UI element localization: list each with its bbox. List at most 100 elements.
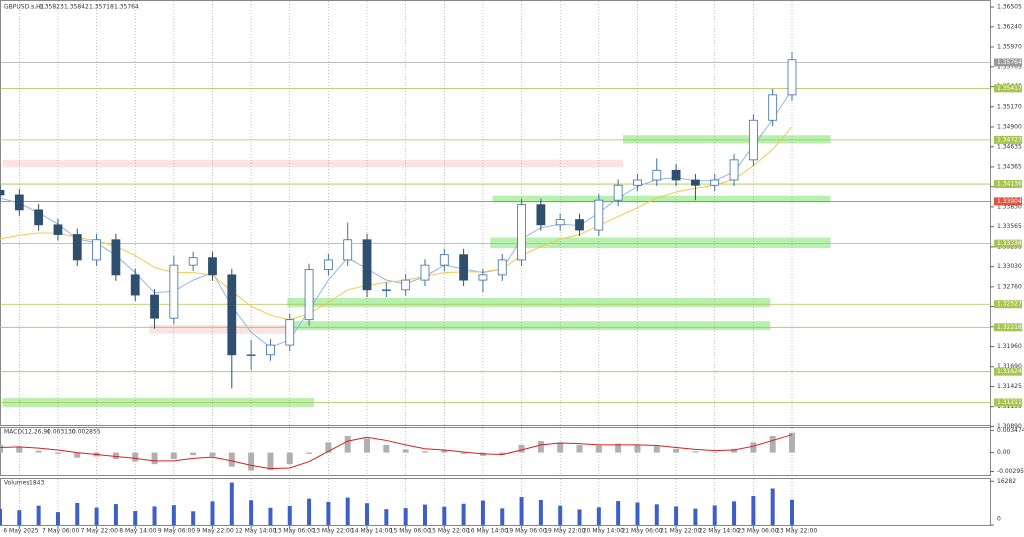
zone (622, 135, 831, 144)
x-tick-label: 15 May 22:00 (428, 528, 469, 535)
candle-body (381, 289, 391, 292)
candle-body (575, 219, 584, 231)
macd-bar (518, 444, 525, 453)
candle-body (227, 274, 237, 356)
candle-body (246, 354, 256, 356)
candle-body (439, 254, 449, 266)
macd-bar (344, 435, 351, 453)
volume-bar (770, 488, 775, 525)
y-tick-label: 1.34900 (997, 123, 1022, 130)
volume-bar (345, 497, 350, 525)
volume-bar (268, 507, 273, 525)
x-tick-label: 9 May 22:00 (196, 528, 234, 535)
candle-body (787, 59, 797, 96)
macd-bar (402, 449, 409, 453)
macd-bar (16, 447, 23, 453)
volume-bar (75, 502, 80, 525)
level-label-box (994, 239, 1022, 248)
candle-body (150, 294, 159, 319)
level-label: 1.34136 (997, 181, 1022, 188)
candle-body (53, 224, 63, 235)
macd-bar (209, 452, 216, 457)
x-tick-label: 15 May 06:00 (390, 528, 431, 535)
candle-body (92, 239, 101, 261)
volume-bar (249, 500, 254, 525)
level-label: 1.32218 (997, 324, 1022, 331)
candle-body (0, 190, 5, 196)
candle-body (594, 199, 604, 231)
y-tick-label: 1.35705 (997, 63, 1022, 70)
level-label: 1.33338 (997, 240, 1022, 247)
macd-bar (151, 452, 158, 465)
zone (287, 298, 771, 307)
volume-bar (635, 502, 640, 525)
candle-body (478, 274, 488, 281)
level-label: 1.32527 (997, 301, 1022, 308)
level-label: 1.35417 (997, 85, 1022, 92)
y-tick-label: 1.36240 (997, 23, 1022, 30)
symbol-title: GBPUSD.s,H1 (4, 4, 45, 11)
macd-y-tick-label: -0.002953 (997, 468, 1024, 475)
volume-bar (751, 495, 756, 525)
candle-body (362, 239, 372, 291)
x-tick-label: 9 May 06:00 (158, 528, 196, 535)
candle-body (285, 319, 295, 346)
volume-bar (422, 504, 427, 525)
volume-bar (94, 507, 99, 525)
level-label-box (994, 367, 1022, 376)
volume-panel-frame (0, 478, 991, 526)
candle-body (691, 179, 700, 186)
candle-body (72, 234, 82, 261)
y-tick-label: 1.30890 (997, 423, 1022, 430)
last-close: 1.35764 (114, 4, 139, 11)
candle-body (555, 219, 565, 226)
macd-readout: 0.003130 (47, 429, 76, 436)
level-label: 1.31211 (997, 399, 1022, 406)
macd-bar (170, 452, 177, 459)
volume-bar (307, 498, 312, 525)
macd-bar (306, 452, 313, 454)
volume-bar (287, 505, 292, 525)
candle-body (111, 239, 121, 276)
level-label-box (994, 300, 1022, 309)
volume-bar (17, 510, 22, 525)
volume-bar (403, 508, 408, 525)
volume-title: Volumes (4, 480, 29, 487)
macd-bar (750, 442, 757, 453)
zone (289, 321, 771, 331)
volume-bar (191, 511, 196, 525)
level-label-box (994, 135, 1022, 144)
candle-body (613, 184, 623, 201)
macd-bar (731, 448, 738, 453)
volume-bar (365, 503, 370, 525)
volume-bar (732, 501, 737, 525)
macd-bar (441, 450, 448, 453)
x-tick-label: 12 May 14:00 (235, 528, 276, 535)
y-tick-label: 1.34365 (997, 163, 1022, 170)
current-price-box (994, 58, 1022, 67)
y-tick-label: 1.33830 (997, 203, 1022, 210)
zone (490, 237, 831, 248)
last-low: 1.35718 (89, 4, 114, 11)
zone (2, 159, 623, 168)
volume-bar (480, 500, 485, 525)
x-tick-label: 14 May 14:00 (351, 528, 392, 535)
moving-average (0, 126, 793, 321)
zone (492, 195, 831, 203)
macd-bar (267, 452, 274, 470)
macd-readout: 0.002855 (72, 429, 101, 436)
macd-bar (132, 452, 139, 462)
volume-bar (210, 501, 215, 525)
macd-bar (74, 452, 81, 458)
volume-bar (36, 505, 41, 525)
zone (149, 324, 290, 334)
y-tick-label: 1.35170 (997, 103, 1022, 110)
macd-bar (673, 448, 680, 453)
last-open: 1.35823 (39, 4, 64, 11)
candle-body (497, 259, 507, 276)
y-tick-label: 1.35970 (997, 44, 1022, 51)
y-tick-label: 1.33030 (997, 263, 1022, 270)
macd-bar (190, 452, 197, 456)
